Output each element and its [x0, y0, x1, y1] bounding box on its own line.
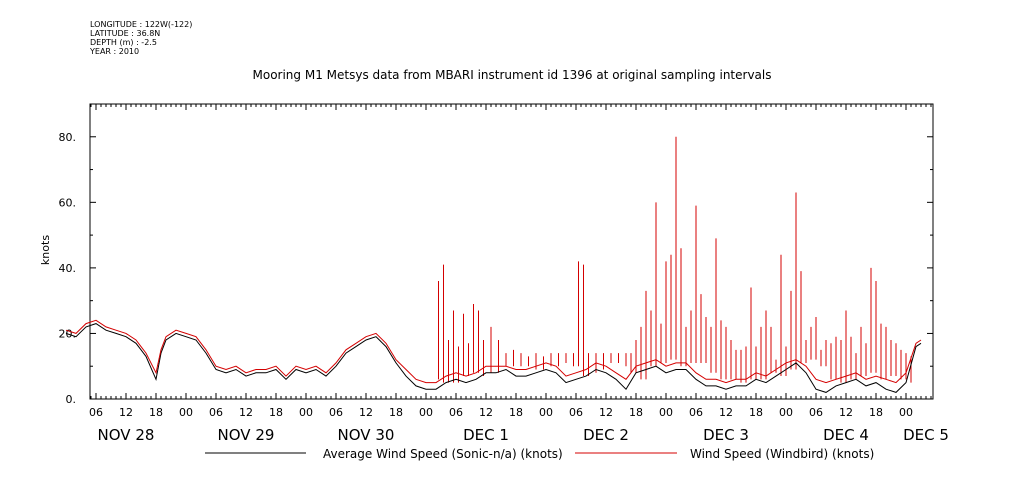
longitude-text: LONGITUDE : 122W(-122) [90, 20, 193, 29]
x-tick-label: 18 [749, 406, 763, 419]
x-day-label: DEC 1 [463, 426, 509, 444]
x-day-label: NOV 30 [338, 426, 395, 444]
latitude-text: LATITUDE : 36.8N [90, 29, 161, 38]
legend-label-windbird: Wind Speed (Windbird) (knots) [690, 447, 874, 461]
y-tick-label: 60. [59, 196, 77, 209]
depth-text: DEPTH (m) : -2.5 [90, 38, 157, 47]
x-tick-label: 06 [689, 406, 703, 419]
x-tick-label: 00 [779, 406, 793, 419]
x-tick-label: 06 [329, 406, 343, 419]
x-tick-label: 12 [479, 406, 493, 419]
x-tick-labels: 06 12 18 00 06 12 18 00 06 12 18 00 06 12 18 00 06 12 18 00… [89, 406, 913, 419]
x-tick-label: 00 [299, 406, 313, 419]
data-series [65, 136, 922, 393]
x-tick-label: 12 [119, 406, 133, 419]
plot-frame [89, 103, 934, 400]
x-tick-label: 12 [839, 406, 853, 419]
x-tick-label: 12 [239, 406, 253, 419]
x-tick-label: 06 [569, 406, 583, 419]
x-tick-label: 00 [659, 406, 673, 419]
x-tick-label: 18 [149, 406, 163, 419]
x-day-label: DEC 5 [903, 426, 949, 444]
x-day-label: DEC 3 [703, 426, 749, 444]
x-tick-label: 12 [359, 406, 373, 419]
y-tick-labels: 0.20.40.60.80. [59, 131, 77, 406]
x-tick-label: 00 [899, 406, 913, 419]
y-axis-label: knots [39, 235, 52, 265]
windbird-wind-speed-line [65, 319, 922, 384]
x-tick-label: 12 [719, 406, 733, 419]
x-tick-label: 00 [179, 406, 193, 419]
x-day-label: DEC 4 [823, 426, 869, 444]
x-day-label: DEC 2 [583, 426, 629, 444]
axis-ticks [90, 103, 933, 400]
average-wind-speed-line [65, 323, 922, 393]
year-text: YEAR : 2010 [90, 47, 140, 56]
x-day-label: NOV 28 [98, 426, 155, 444]
x-tick-label: 18 [389, 406, 403, 419]
x-tick-label: 00 [539, 406, 553, 419]
x-tick-label: 06 [209, 406, 223, 419]
x-tick-label: 18 [509, 406, 523, 419]
x-tick-label: 06 [809, 406, 823, 419]
x-tick-label: 06 [449, 406, 463, 419]
x-day-labels: NOV 28 NOV 29 NOV 30 DEC 1 DEC 2 DEC 3 DEC 4 DE… [98, 426, 949, 444]
y-tick-label: 80. [59, 131, 77, 144]
x-tick-label: 18 [629, 406, 643, 419]
x-tick-label: 12 [599, 406, 613, 419]
x-tick-label: 18 [869, 406, 883, 419]
chart-title: Mooring M1 Metsys data from MBARI instru… [253, 68, 772, 82]
x-tick-label: 06 [89, 406, 103, 419]
x-tick-label: 00 [419, 406, 433, 419]
y-tick-label: 40. [59, 262, 77, 275]
metadata-block: LONGITUDE : 122W(-122) LATITUDE : 36.8N … [90, 20, 192, 56]
x-day-label: NOV 29 [218, 426, 275, 444]
x-tick-label: 18 [269, 406, 283, 419]
y-tick-label: 0. [66, 393, 77, 406]
legend-label-average: Average Wind Speed (Sonic-n/a) (knots) [323, 447, 563, 461]
